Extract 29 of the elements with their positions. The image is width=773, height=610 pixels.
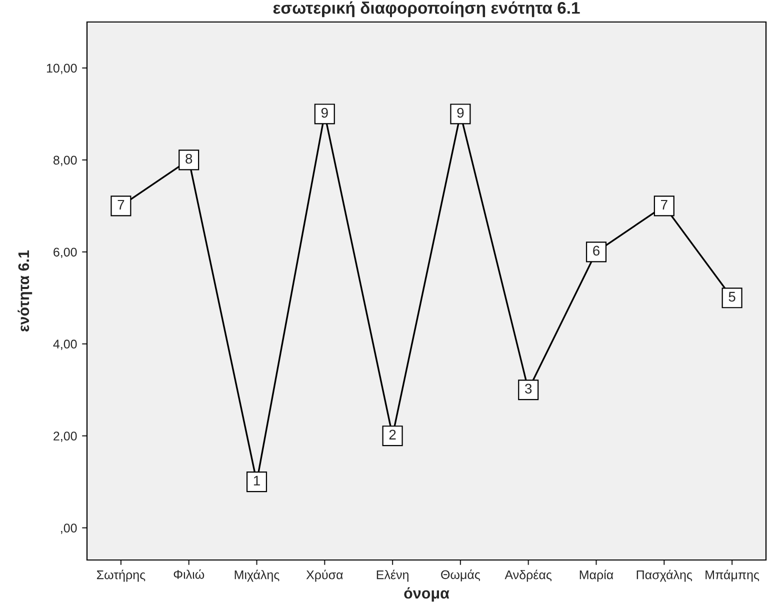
- y-tick-label: 2,00: [54, 432, 77, 442]
- x-tick-label: Χρύσα: [306, 570, 343, 582]
- x-axis-title: όνομα: [404, 587, 450, 602]
- y-tick-label: 10,00: [46, 64, 77, 74]
- x-tick-label: Ελένη: [376, 570, 408, 582]
- x-tick-label: Θωμάς: [441, 570, 480, 582]
- x-tick-label: Σωτήρης: [96, 570, 146, 582]
- data-label: 3: [525, 384, 532, 394]
- x-tick-label: Μπάμπης: [706, 570, 760, 582]
- x-tick-label: Μαρία: [580, 570, 614, 582]
- y-axis-title: ενότητα 6.1: [18, 250, 32, 332]
- data-label: 2: [389, 430, 396, 440]
- x-tick-label: Πασχάλης: [636, 570, 692, 582]
- data-label: 7: [661, 200, 668, 210]
- data-label: 1: [254, 476, 260, 486]
- x-tick-label: Ανδρέας: [504, 570, 552, 582]
- data-label: 7: [118, 200, 124, 210]
- chart-title: εσωτερική διαφοροποίηση ενότητα 6.1: [273, 1, 580, 18]
- x-tick-label: Φιλιώ: [174, 569, 204, 579]
- x-tick-label: Μιχάλης: [234, 570, 280, 582]
- y-tick-label: 8,00: [53, 156, 77, 166]
- y-tick-label: 6,00: [54, 248, 77, 258]
- y-tick-label: ,00: [61, 524, 77, 534]
- data-label: 5: [728, 292, 736, 302]
- data-label: 6: [593, 246, 600, 256]
- y-tick-label: 4,00: [53, 340, 77, 350]
- data-label: 8: [186, 154, 192, 164]
- data-label: 9: [321, 108, 328, 118]
- data-label: 9: [457, 108, 464, 118]
